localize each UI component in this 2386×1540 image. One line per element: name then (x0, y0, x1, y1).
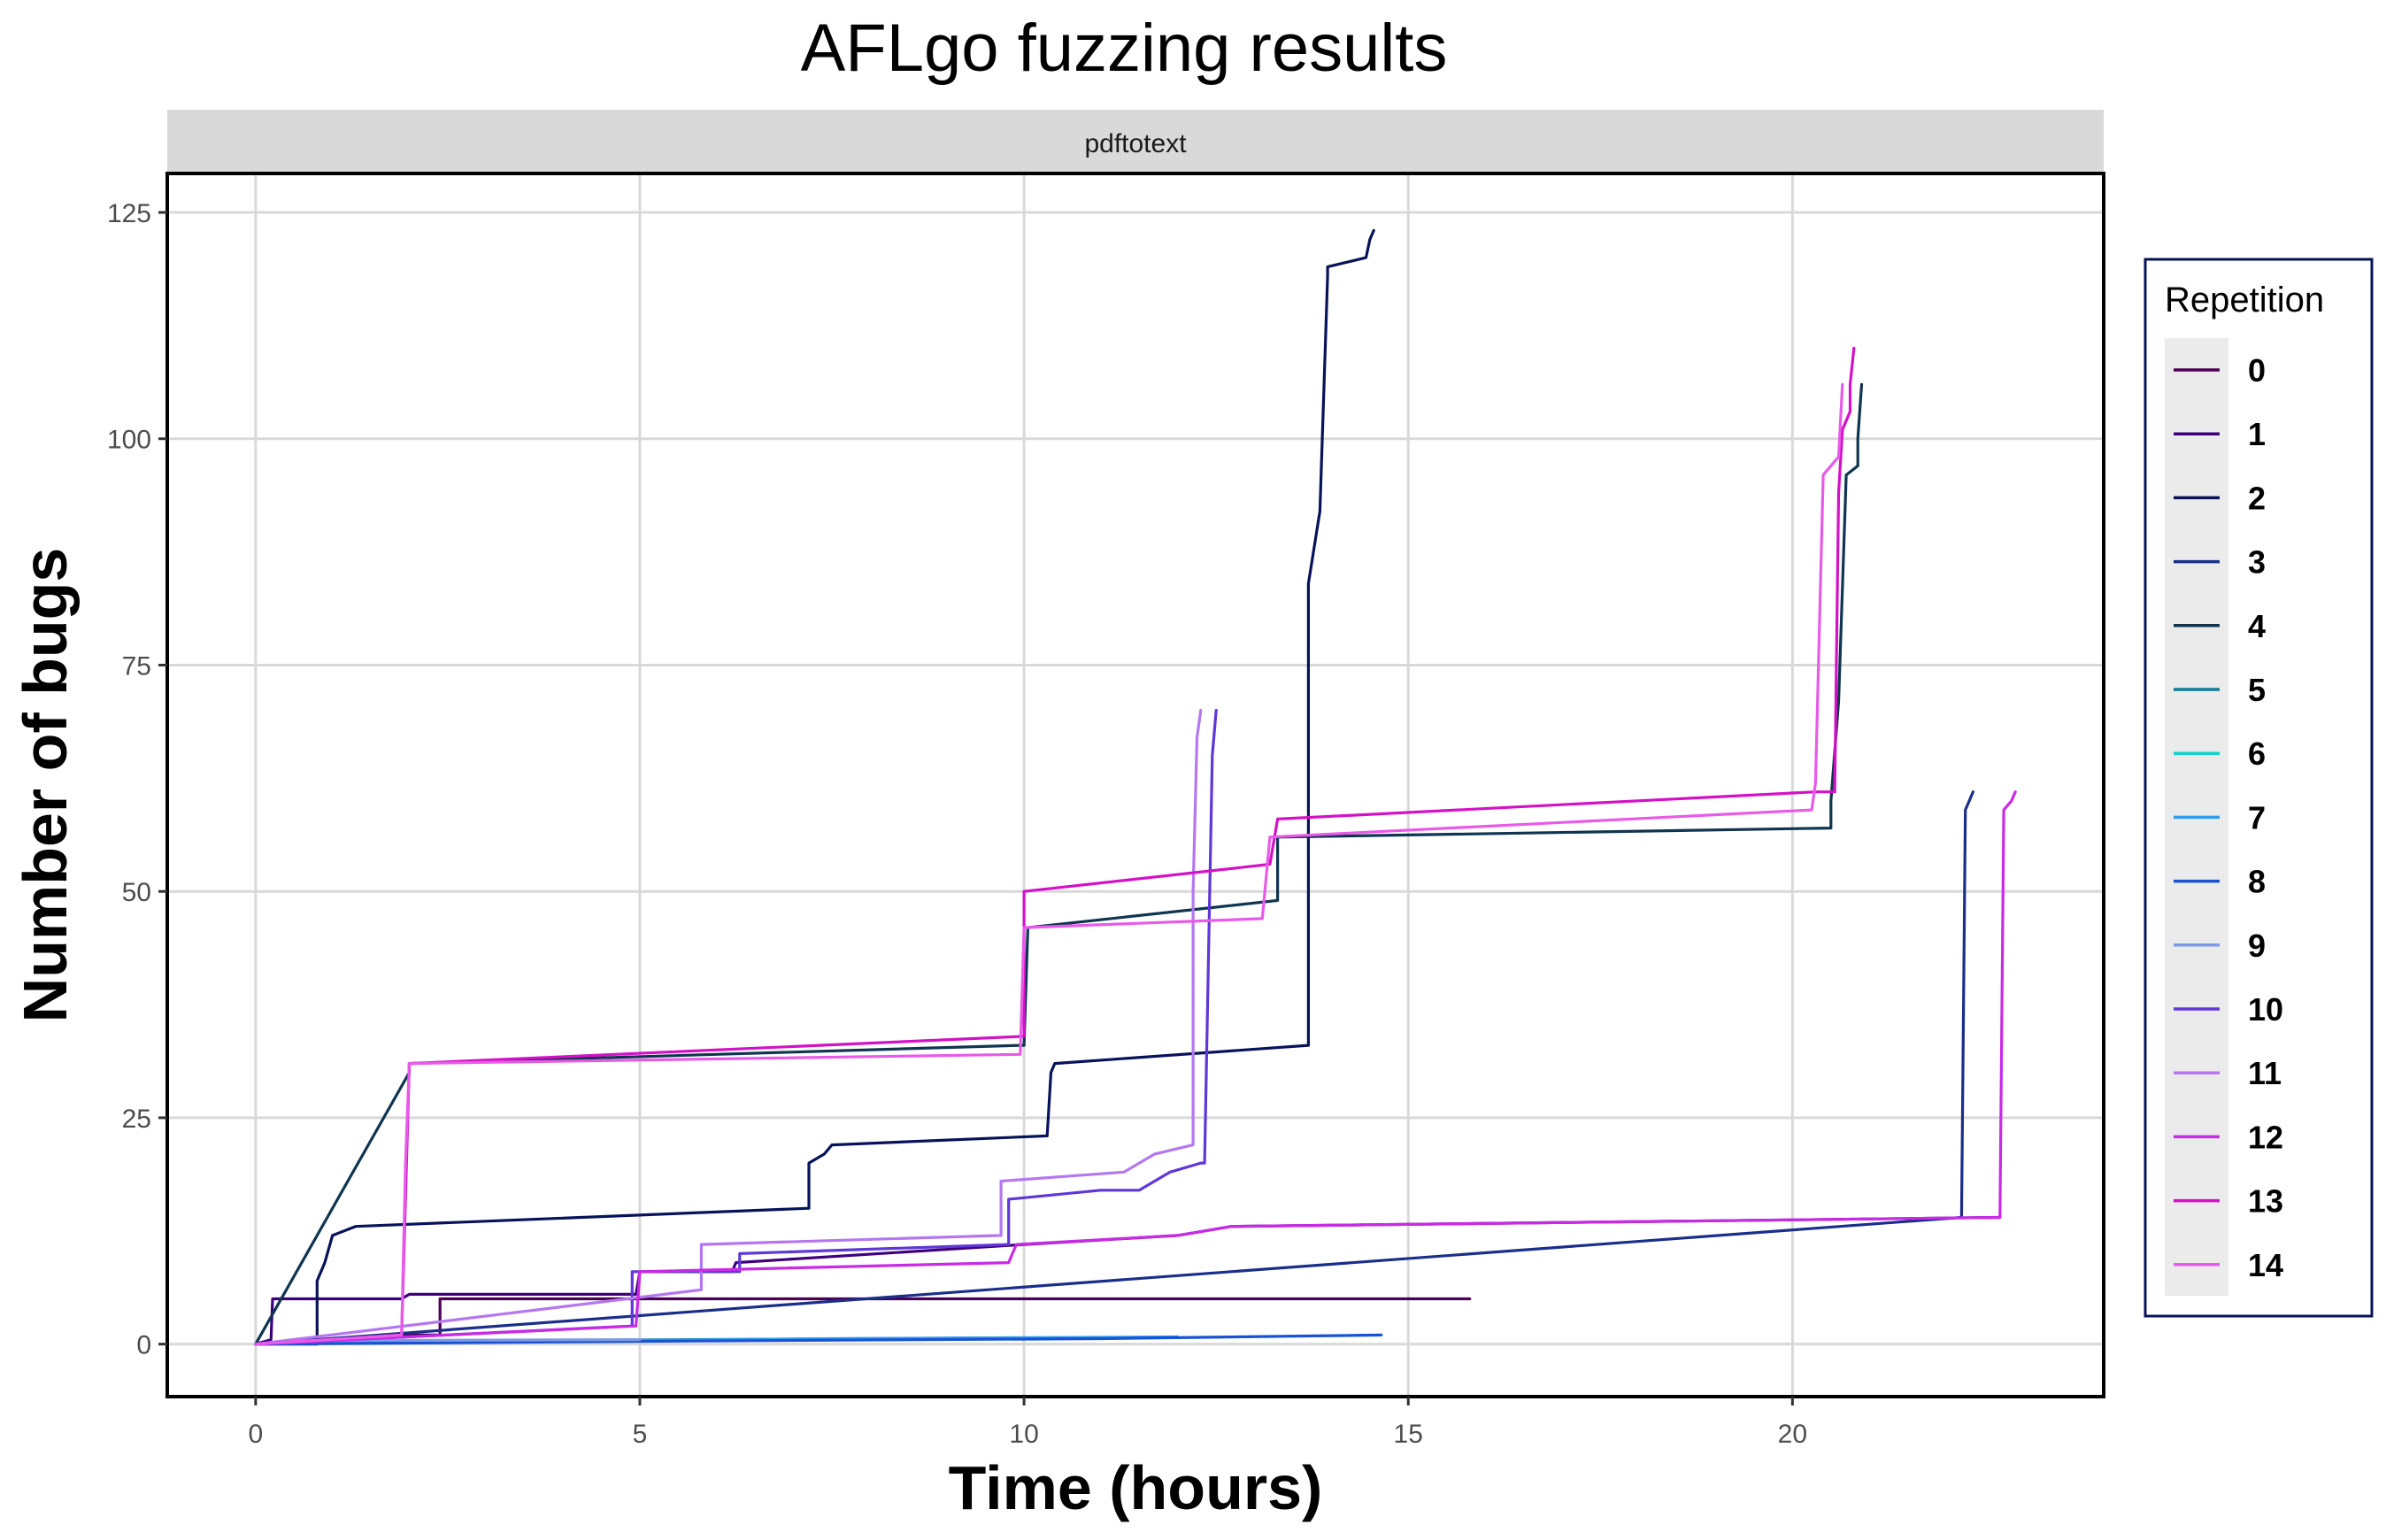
x-tick-label: 20 (1778, 1420, 1807, 1449)
legend-label-1: 1 (2248, 416, 2266, 452)
legend-title: Repetition (2165, 281, 2324, 320)
legend-label-4: 4 (2248, 608, 2266, 644)
series-line-12 (254, 790, 2017, 1346)
legend-label-10: 10 (2248, 991, 2283, 1028)
facet-strip-label: pdftotext (1084, 129, 1187, 158)
legend-label-0: 0 (2248, 352, 2266, 389)
plot-panel-border (165, 172, 2105, 1398)
legend-label-14: 14 (2248, 1247, 2283, 1283)
legend-label-2: 2 (2248, 480, 2266, 516)
legend-label-12: 12 (2248, 1119, 2283, 1155)
legend-label-8: 8 (2248, 864, 2266, 900)
series-line-8 (254, 1333, 1383, 1346)
legend-label-5: 5 (2248, 672, 2266, 708)
series-line-13 (254, 346, 1856, 1346)
plot-panel (167, 173, 2104, 1397)
series-line-3 (254, 790, 1974, 1346)
legend-label-11: 11 (2248, 1055, 2282, 1091)
legend-label-6: 6 (2248, 735, 2266, 772)
x-axis-title: Time (hours) (949, 1453, 1323, 1522)
y-tick-label: 25 (122, 1105, 151, 1134)
facet-strip (167, 110, 2104, 173)
legend-label-7: 7 (2248, 799, 2266, 835)
legend-label-13: 13 (2248, 1183, 2283, 1220)
chart-title: AFLgo fuzzing results (801, 11, 1448, 86)
y-axis-ticks: 0 25 50 75 100 125 (107, 199, 167, 1360)
legend-label-9: 9 (2248, 928, 2266, 964)
x-tick-label: 0 (249, 1420, 264, 1449)
series-lines (254, 228, 2017, 1346)
x-tick-label: 5 (633, 1420, 648, 1449)
y-tick-label: 75 (122, 651, 151, 681)
y-tick-label: 100 (107, 426, 151, 455)
grid-lines (167, 173, 2104, 1397)
series-line-2 (254, 228, 1375, 1346)
legend-label-3: 3 (2248, 544, 2266, 581)
y-tick-label: 0 (136, 1331, 151, 1360)
series-line-11 (254, 708, 1203, 1346)
y-tick-label: 50 (122, 878, 151, 907)
x-tick-label: 10 (1009, 1420, 1038, 1449)
x-axis-ticks: 0 5 10 15 20 (249, 1397, 1807, 1449)
y-tick-label: 125 (107, 199, 151, 228)
y-axis-title: Number of bugs (11, 548, 80, 1023)
x-tick-label: 15 (1394, 1420, 1423, 1449)
series-line-14 (254, 382, 1844, 1346)
